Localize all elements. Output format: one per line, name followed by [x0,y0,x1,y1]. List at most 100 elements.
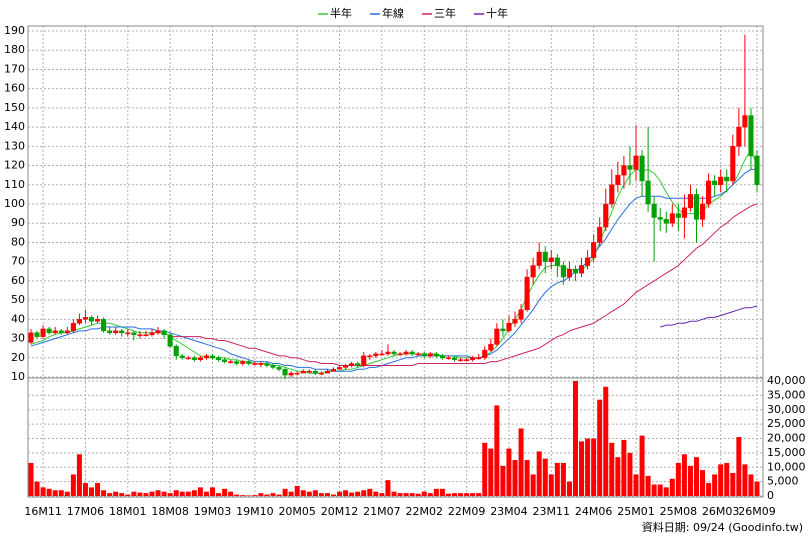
volume-bar [137,492,143,496]
volume-bar [464,493,470,496]
candle-body [258,363,264,365]
volume-bar [452,493,457,496]
volume-bar [524,460,530,496]
volume-bar [754,481,760,496]
y2-tick-label: 15,000 [767,446,806,459]
y-tick-label: 130 [4,139,25,152]
volume-bar [427,493,433,496]
volume-bar [724,462,730,496]
volume-bar [228,491,234,496]
candle-body [113,330,119,334]
volume-bar [627,452,633,496]
candle-body [70,322,76,332]
volume-bar [240,495,246,496]
candle-body [76,319,82,324]
candle-body [718,176,724,186]
candle-body [415,353,421,356]
candle-body [675,213,681,218]
candle-body [46,328,52,334]
volume-bar [476,493,482,496]
volume-bar [433,488,439,496]
y-tick-label: 160 [4,82,25,95]
candle-body [52,330,58,334]
candle-body [451,357,458,360]
candle-body [137,334,143,336]
volume-bar [712,474,718,496]
x-tick-label: 22M09 [448,505,486,518]
candle-body [518,309,524,320]
volume-bar [361,490,367,496]
x-tick-label: 26M09 [738,505,776,518]
candle-body [464,359,470,361]
candle-body [264,363,270,366]
volume-bar [76,454,82,496]
candle-body [385,351,391,355]
candle-body [530,265,536,278]
volume-bar [700,470,706,496]
candle-body [95,319,101,322]
candle-body [209,355,216,359]
candle-body [131,332,137,335]
x-tick-label: 25M01 [617,505,655,518]
candle-body [639,155,645,182]
candle-body [657,217,663,220]
volume-bar [536,451,542,496]
volume-bar [294,485,300,496]
candle-body [548,257,554,262]
volume-bar [222,488,228,496]
volume-bar [34,481,40,496]
legend-label: 十年 [486,6,508,20]
y-tick-label: 60 [11,274,25,287]
volume-bar [597,399,603,496]
volume-bar [343,490,349,496]
legend-label: 半年 [330,6,352,20]
candle-body [421,353,427,357]
legend-label: 年線 [382,6,404,20]
candle-body [125,332,131,335]
volume-bar [518,428,524,496]
candle-body [101,319,107,332]
candle-body [542,251,548,262]
candle-body [119,330,125,334]
candle-body [712,180,718,186]
volume-bar [258,493,264,496]
y-tick-label: 50 [11,293,25,306]
candle-body [373,353,379,357]
candle-body [645,180,651,205]
volume-bar [149,491,155,496]
candle-body [185,357,191,360]
x-tick-label: 23M11 [533,505,571,518]
volume-bar [355,491,361,496]
volume-bar [52,490,58,496]
candle-body [82,317,89,320]
volume-bar [512,460,518,496]
volume-bar [337,491,343,496]
volume-bar [663,487,669,496]
candle-body [597,226,603,243]
x-tick-label: 21M07 [363,505,401,518]
x-tick-label: 22M02 [406,505,444,518]
volume-bar [89,487,94,496]
volume-bar [40,487,46,496]
candle-body [197,357,203,360]
candle-body [349,363,355,366]
candle-body [403,351,409,355]
volume-bar [573,381,578,496]
y-tick-label: 170 [4,62,25,75]
volume-bar [113,491,119,496]
candle-body [506,322,512,332]
volume-bar [161,491,167,496]
candle-body [64,330,70,334]
candle-body [427,353,433,357]
volume-bar [542,458,548,496]
candle-body [40,328,46,337]
candle-body [663,219,669,224]
candle-body [203,355,209,359]
y-tick-label: 180 [4,43,25,56]
volume-bar [197,487,203,496]
candle-body [216,357,222,360]
candle-body [579,265,585,274]
candle-body [439,355,445,359]
candle-body [167,334,173,347]
volume-bar [28,462,34,496]
